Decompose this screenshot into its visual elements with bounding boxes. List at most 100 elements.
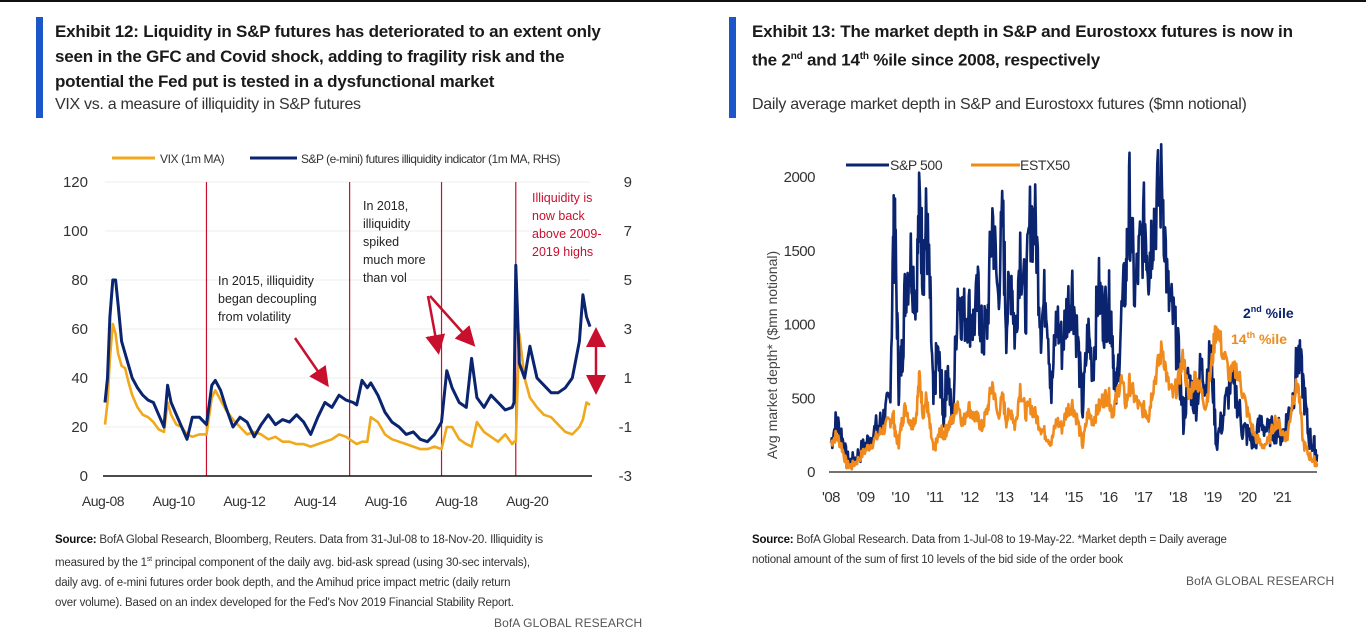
exhibit-12-source-line-3: daily avg. of e-mini futures order book … [55,576,511,589]
exhibit-12-title-line-2: seen in the GFC and Covid shock, adding … [55,47,565,66]
exhibit-13-panel: Exhibit 13: The market depth in S&P and … [683,0,1366,636]
x-tick-label: '11 [927,489,944,506]
x-tick-label: '12 [961,489,979,506]
exhibit-12-source-line-1: Source: BofA Global Research, Bloomberg,… [55,530,543,550]
exhibit-12-title: Exhibit 12: Liquidity in S&P futures has… [55,19,601,94]
y-tick-label: 0 [80,468,88,485]
arrow-2018-a [425,295,446,355]
x-tick-label: '13 [996,489,1014,506]
x-tick-label: '20 [1239,489,1257,506]
series-line-vix [103,322,591,451]
y-tick-label: 1500 [784,243,816,260]
y2-tick-label: 5 [624,272,632,289]
series-lines [103,263,592,451]
arrow-2015 [293,337,329,388]
x-tick-label: Aug-08 [82,493,125,509]
exhibit-13-title: Exhibit 13: The market depth in S&P and … [752,19,1293,73]
exhibit-12-subtitle: VIX vs. a measure of illiquidity in S&P … [55,96,361,113]
title-text: %ile since 2008, respectively [868,50,1100,70]
exhibit-13-credit: BofA GLOBAL RESEARCH [1186,574,1335,588]
annotation-sup: nd [1251,304,1262,314]
annotations: In 2015, illiquidity began decoupling fr… [218,191,606,395]
title-text: the 2 [752,50,791,70]
y2-tick-label: 1 [624,370,632,387]
exhibit-12-title-line-3: potential the Fed put is tested in a dys… [55,72,495,91]
series-lines [829,143,1319,471]
legend: S&P 500 ESTX50 [846,157,1071,173]
source-label: Source: [752,534,794,546]
annotation-text: 2 [1243,305,1251,321]
percentile-annotations: 2nd %ile 14th %ile [1231,304,1294,347]
axes: 0 500 1000 1500 2000 '08 '09 '10 '11 '12 '13 '14 '15… [784,169,1317,506]
exhibit-12-title-line-1: Exhibit 12: Liquidity in S&P futures has… [55,22,601,41]
exhibit-12-accent-bar [36,17,43,118]
annotation-now: Illiquidity is now back above 2009- 2019… [532,191,605,259]
x-tick-label: Aug-14 [294,493,337,509]
annotation-estx50-percentile: 14th %ile [1231,330,1287,347]
y-tick-label: 500 [791,390,815,407]
annotation-suffix: %ile [1255,331,1287,347]
annotation-now-line-3: above 2009- [532,227,602,241]
y-tick-label: 1000 [784,317,816,334]
exhibit-12-source-line-4: over volume). Based on an index develope… [55,596,514,609]
annotation-2018-line-1: In 2018, [363,199,408,213]
y2-tick-label: 9 [624,174,632,191]
y2-tick-label: -1 [619,419,632,436]
x-tick-label: '17 [1134,489,1152,506]
source-text: BofA Global Research. Data from 1-Jul-08… [793,534,1227,546]
y2-tick-label: -3 [619,468,632,485]
annotation-now-line-4: 2019 highs [532,245,593,259]
x-tick-label: '15 [1065,489,1083,506]
title-superscript: nd [790,51,803,62]
y-tick-label: 0 [807,464,815,481]
x-tick-label: Aug-16 [365,493,408,509]
exhibit-13-subtitle: Daily average market depth in S&P and Eu… [752,96,1247,113]
x-tick-label: Aug-10 [153,493,196,509]
annotation-now-line-1: Illiquidity is [532,191,592,205]
annotation-2018-line-5: than vol [363,271,407,285]
source-text: principal component of the daily avg. bi… [151,556,530,569]
exhibit-12-source-line-2: measured by the 1st principal component … [55,550,543,573]
axes: 0 20 40 60 80 100 120 -3 -1 1 3 5 7 9 Aug-08 Aug-10 Aug-… [63,174,632,509]
annotation-2018-line-4: much more [363,253,426,267]
exhibit-12-panel: Exhibit 12: Liquidity in S&P futures has… [36,17,643,630]
exhibit-13-source: Source: BofA Global Research. Data from … [752,530,1227,570]
annotation-2015: In 2015, illiquidity began decoupling fr… [218,274,320,324]
annotation-text: 14 [1231,331,1247,347]
annotation-2018: In 2018, illiquidity spiked much more th… [363,199,429,285]
y-tick-label: 2000 [784,169,816,186]
y-tick-label: 120 [63,174,88,191]
legend: VIX (1m MA) S&P (e-mini) futures illiqui… [112,152,561,166]
annotation-2015-line-2: began decoupling [218,292,317,306]
y-tick-label: 100 [63,223,88,240]
source-text: BofA Global Research, Bloomberg, Reuters… [96,534,543,546]
exhibit-13-accent-bar [729,17,736,118]
legend-label-vix: VIX (1m MA) [160,152,225,166]
exhibit-13-chart: 0 500 1000 1500 2000 '08 '09 '10 '11 '12 '13 '14 '15… [764,143,1319,506]
y-tick-label: 80 [71,272,88,289]
exhibit-13-title-line-1: Exhibit 13: The market depth in S&P and … [752,22,1293,41]
source-text: measured by the 1 [55,556,147,569]
x-tick-label: '08 [822,489,840,506]
annotation-suffix: %ile [1262,305,1294,321]
y-tick-label: 60 [71,321,88,338]
annotation-2018-line-3: spiked [363,235,399,249]
exhibit-12-credit: BofA GLOBAL RESEARCH [494,616,643,630]
annotation-now-line-2: now back [532,209,586,223]
y-axis-label: Avg market depth* ($mn notional) [764,251,780,459]
x-tick-label: Aug-12 [223,493,266,509]
annotation-2015-line-3: from volatility [218,310,292,324]
annotation-2018-line-2: illiquidity [363,217,411,231]
x-tick-label: '16 [1100,489,1118,506]
series-line-sp500 [829,143,1319,471]
title-text: and 14 [802,50,860,70]
x-tick-label: '09 [857,489,875,506]
annotation-sp500-percentile: 2nd %ile [1243,304,1294,321]
exhibit-12-source: Source: BofA Global Research, Bloomberg,… [55,530,543,613]
y2-tick-label: 7 [624,223,632,240]
grid-lines [105,181,590,428]
x-tick-label: '14 [1030,489,1048,506]
exhibit-12-chart: 0 20 40 60 80 100 120 -3 -1 1 3 5 7 9 Aug-08 Aug-10 Aug-… [63,152,632,509]
exhibit-13-title-line-2: the 2nd and 14th %ile since 2008, respec… [752,44,1293,73]
exhibit-13-source-line-2: notional amount of the sum of first 10 l… [752,554,1123,566]
